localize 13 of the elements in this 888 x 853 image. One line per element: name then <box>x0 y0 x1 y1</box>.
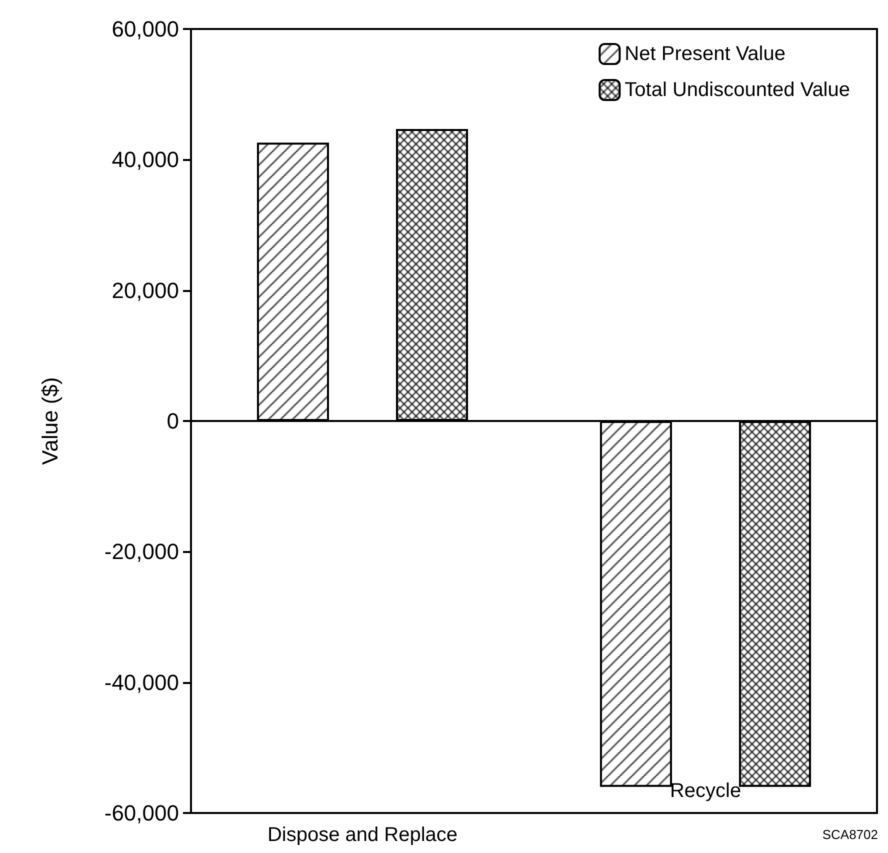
y-tick-label: 0 <box>166 408 179 434</box>
x-tick-label: Dispose and Replace <box>267 824 458 846</box>
x-tick-label: Recycle <box>670 780 742 802</box>
y-axis-title: Value ($) <box>38 377 62 465</box>
y-tick-label: -40,000 <box>104 670 179 695</box>
y-tick-label: 20,000 <box>112 278 179 303</box>
text: SCA8702 <box>822 827 878 842</box>
legend-label: Total Undiscounted Value <box>624 79 850 101</box>
legend-label: Net Present Value <box>624 43 786 65</box>
y-tick-label: -20,000 <box>104 539 179 564</box>
y-tick-label: 60,000 <box>112 16 179 42</box>
y-tick-label: -60,000 <box>104 800 179 826</box>
y-tick-label: 40,000 <box>112 147 179 172</box>
